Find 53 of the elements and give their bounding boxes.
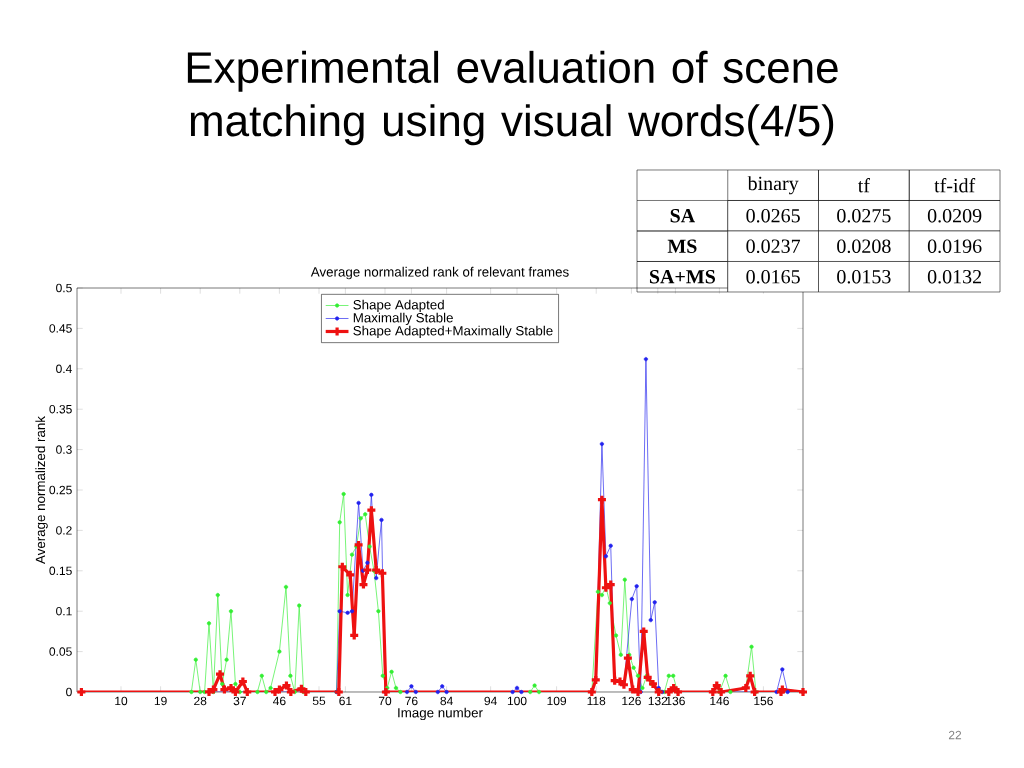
x-tick-label: tf-idf (934, 178, 976, 193)
x-tick-label: 146 (710, 696, 729, 706)
data-label: 0.0153 (837, 269, 891, 284)
x-tick-label: 28 (194, 696, 207, 706)
legend-label: Shape Adapted+Maximally Stable (353, 325, 553, 339)
data-label: 0.0209 (927, 208, 982, 223)
x-tick-label: 61 (339, 696, 352, 706)
y-tick-label: 0.1 (56, 606, 72, 616)
x-tick-label: 76 (405, 696, 418, 706)
legend-label: Maximally Stable (353, 312, 453, 326)
x-tick-label: 55 (312, 696, 326, 706)
y-tick-label: 0.4 (56, 364, 72, 374)
chart-title: Experimental evaluation of scene matching using visual words(4/5) (187, 50, 838, 146)
x-tick-label: 118 (587, 696, 606, 706)
x-tick-label: tf (857, 178, 870, 193)
y-tick-label: 0.5 (56, 283, 72, 293)
chart-subtitle: Average normalized rank of relevant frames (310, 266, 569, 280)
data-label: 0.0208 (837, 239, 891, 254)
data-label: 0.0265 (746, 208, 800, 223)
y-tick-label: MS (667, 239, 697, 253)
x-tick-label: 156 (754, 696, 773, 706)
x-axis-title: Image number (398, 707, 483, 721)
x-tick-label: 126 (622, 696, 641, 706)
x-tick-label: 84 (440, 696, 453, 706)
x-tick-label: 136 (666, 696, 685, 706)
y-tick-label: 0.25 (49, 485, 72, 495)
x-tick-label: 132 (648, 696, 668, 706)
x-tick-label: 94 (484, 696, 497, 706)
x-tick-label: 37 (233, 696, 246, 706)
data-label: 0.0196 (927, 239, 982, 254)
y-tick-label: 0.05 (49, 647, 72, 656)
x-tick-label: 46 (273, 696, 286, 706)
data-label: 0.0275 (837, 208, 891, 223)
data-label: 0.0132 (927, 269, 982, 284)
data-label: 0.0237 (746, 239, 801, 254)
data-label: 0.0165 (746, 269, 800, 284)
x-tick-label: 10 (115, 696, 128, 706)
y-tick-label: 0.45 (49, 324, 72, 333)
x-tick-label: 70 (378, 696, 392, 706)
y-tick-label: SA+MS (649, 270, 716, 284)
x-tick-label: binary (747, 176, 799, 195)
x-tick-label: 19 (154, 696, 167, 706)
y-tick-label: 0 (66, 687, 72, 697)
text: 22 (948, 730, 962, 740)
x-tick-label: 109 (547, 696, 567, 706)
y-axis-title: Average normalized rank (35, 416, 48, 564)
y-tick-label: SA (670, 209, 695, 223)
legend-label: Shape Adapted (353, 299, 444, 313)
y-tick-label: 0.3 (56, 445, 72, 454)
x-tick-label: 100 (507, 696, 527, 706)
y-tick-label: 0.2 (56, 526, 72, 535)
y-tick-label: 0.35 (49, 404, 72, 414)
y-tick-label: 0.15 (49, 566, 72, 576)
